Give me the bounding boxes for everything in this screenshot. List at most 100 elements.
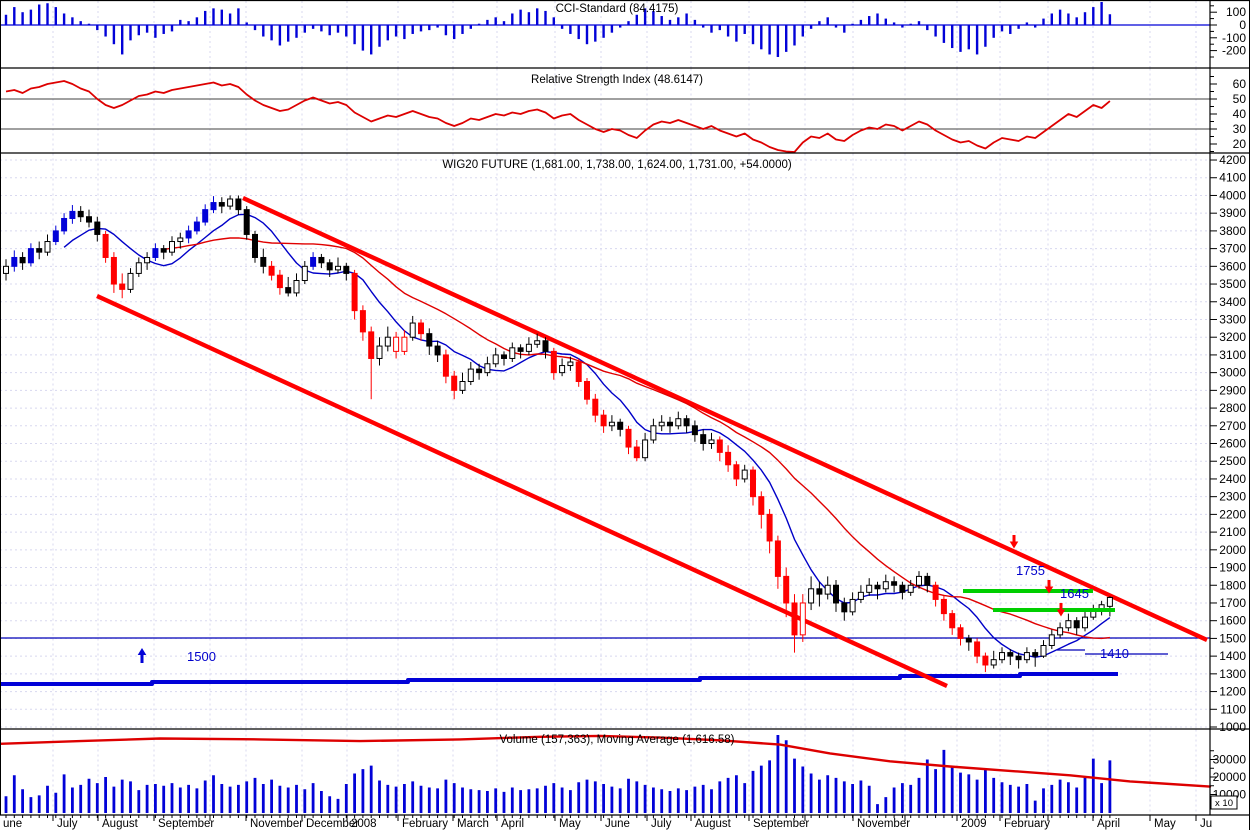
volume-bar <box>510 787 514 813</box>
volume-bar <box>187 784 190 813</box>
volume-bar <box>1025 784 1029 813</box>
candle-body <box>359 310 366 333</box>
volume-bar <box>145 784 149 813</box>
candle-body <box>575 361 582 382</box>
volume-bar <box>95 783 99 813</box>
cci-bar <box>909 23 912 25</box>
candle-body <box>152 248 159 258</box>
axis-label: 2300 <box>1219 490 1246 504</box>
axis-label: 3600 <box>1219 259 1246 273</box>
candle-body <box>517 347 524 352</box>
axis-label: 30000 <box>1213 753 1247 767</box>
volume-bar <box>768 760 771 813</box>
candle-body <box>19 256 26 264</box>
volume-bar <box>104 777 107 813</box>
x-axis-month-label: December <box>306 818 359 830</box>
cci-panel-title: CCI-Standard (84.4175) <box>556 3 679 15</box>
axis-label: 1500 <box>1219 631 1246 645</box>
volume-bar <box>71 787 74 813</box>
volume-bar <box>336 798 340 813</box>
axis-label: -100 <box>1222 31 1246 45</box>
cci-bar <box>38 4 41 25</box>
cci-bar <box>951 25 954 49</box>
axis-label: 3100 <box>1219 348 1246 362</box>
volume-bar <box>569 790 572 813</box>
candle-body <box>492 354 499 365</box>
candle-body <box>135 262 142 274</box>
volume-bar <box>461 787 464 813</box>
candle-body <box>301 265 308 282</box>
volume-bar <box>328 796 332 813</box>
cci-bar <box>818 21 821 25</box>
volume-bar <box>1091 758 1095 813</box>
candle-body <box>1082 616 1088 629</box>
candle-body <box>210 202 217 211</box>
cci-bar <box>361 25 365 51</box>
volume-bar <box>469 789 473 813</box>
candle-body <box>218 202 225 207</box>
x-axis-month-label: March <box>457 818 489 830</box>
cci-bar <box>320 25 323 32</box>
candle-body <box>193 221 200 232</box>
axis-label: 2000 <box>1219 543 1246 557</box>
x-axis-month-label: July <box>651 818 672 830</box>
axis-label: 100 <box>1226 5 1246 19</box>
axis-label: 3000 <box>1219 366 1246 380</box>
cci-bar <box>4 14 8 25</box>
candle-body <box>185 230 192 239</box>
candle-body <box>849 598 856 613</box>
candle-body <box>1015 655 1022 661</box>
candle-body <box>3 265 9 274</box>
cci-bar <box>295 25 298 38</box>
volume-bar <box>660 789 664 813</box>
volume-bar <box>809 773 813 813</box>
cci-bar <box>386 25 389 41</box>
candle-body <box>874 584 881 590</box>
volume-bar <box>1067 782 1070 813</box>
candle-body <box>924 575 931 586</box>
cci-bar <box>735 25 738 42</box>
volume-bar <box>560 787 564 813</box>
down-arrow-marker <box>1009 535 1019 549</box>
candle-body <box>160 248 167 253</box>
axis-label: 1200 <box>1219 685 1246 699</box>
candle-body <box>617 421 624 430</box>
axis-label: 1300 <box>1219 667 1246 681</box>
candle-body <box>650 425 657 441</box>
cci-bar <box>635 14 638 25</box>
volume-bar <box>1017 786 1020 813</box>
candle-body <box>509 347 516 359</box>
cci-bar <box>934 25 937 37</box>
candle-body <box>202 209 209 223</box>
cci-bar <box>876 13 879 25</box>
volume-bar <box>627 778 630 813</box>
candle-body <box>534 340 541 345</box>
volume-bar <box>1050 784 1054 813</box>
candle-body <box>1106 596 1113 607</box>
volume-ma-line <box>0 734 1212 788</box>
rsi-panel-title: Relative Strength Index (48.6147) <box>531 74 703 86</box>
volume-bar <box>411 781 415 813</box>
axis-label: 4000 <box>1219 188 1246 202</box>
volume-bar <box>602 784 605 813</box>
candle-body <box>625 428 632 448</box>
volume-bar <box>311 783 315 813</box>
candle-body <box>77 210 84 218</box>
cci-bar <box>892 22 896 25</box>
x-axis-month-label: une <box>3 818 22 830</box>
candle-body <box>550 350 557 374</box>
cci-bar <box>668 19 672 25</box>
cci-bar <box>278 25 282 46</box>
volume-bar <box>162 785 166 813</box>
volume-bar <box>46 785 49 813</box>
volume-bar <box>170 783 174 813</box>
candle-body <box>144 256 151 264</box>
candle-body <box>401 336 408 352</box>
cci-bar <box>610 25 614 33</box>
candle-body <box>1032 652 1039 657</box>
price-pane[interactable] <box>0 153 1210 729</box>
cci-bar <box>868 16 871 25</box>
x-axis-month-label: June <box>605 818 630 830</box>
volume-bar <box>369 765 373 813</box>
cci-bar <box>544 10 547 25</box>
